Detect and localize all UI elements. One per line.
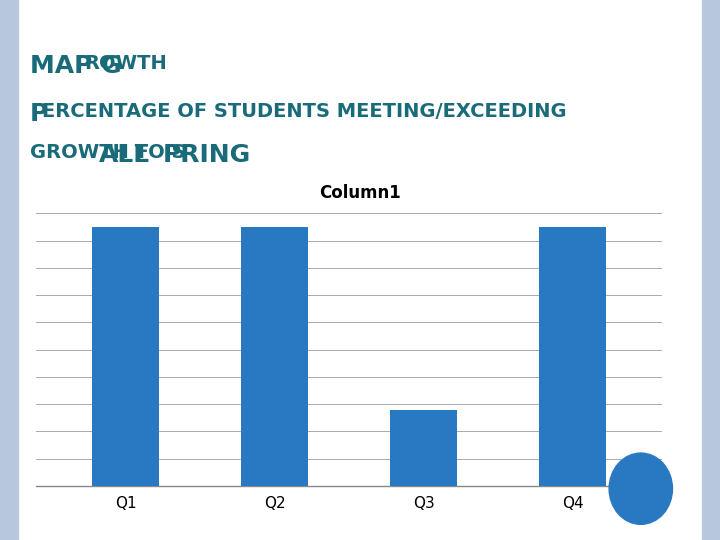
Text: PRING: PRING — [163, 143, 251, 167]
Text: ALL: ALL — [99, 143, 150, 167]
Bar — [241, 227, 308, 486]
Text: TO S: TO S — [128, 143, 186, 162]
Text: GROWTH F: GROWTH F — [30, 143, 149, 162]
Text: ERCENTAGE OF STUDENTS MEETING/EXCEEDING: ERCENTAGE OF STUDENTS MEETING/EXCEEDING — [42, 102, 567, 120]
Circle shape — [609, 453, 672, 524]
Bar — [0, 0, 18, 540]
Text: Column1: Column1 — [319, 184, 401, 201]
Text: ROWTH: ROWTH — [84, 54, 167, 73]
Text: MAP G: MAP G — [30, 54, 122, 78]
Bar — [390, 410, 457, 486]
Bar — [92, 227, 159, 486]
Bar — [539, 227, 606, 486]
Bar — [702, 0, 720, 540]
Text: P: P — [30, 102, 48, 125]
